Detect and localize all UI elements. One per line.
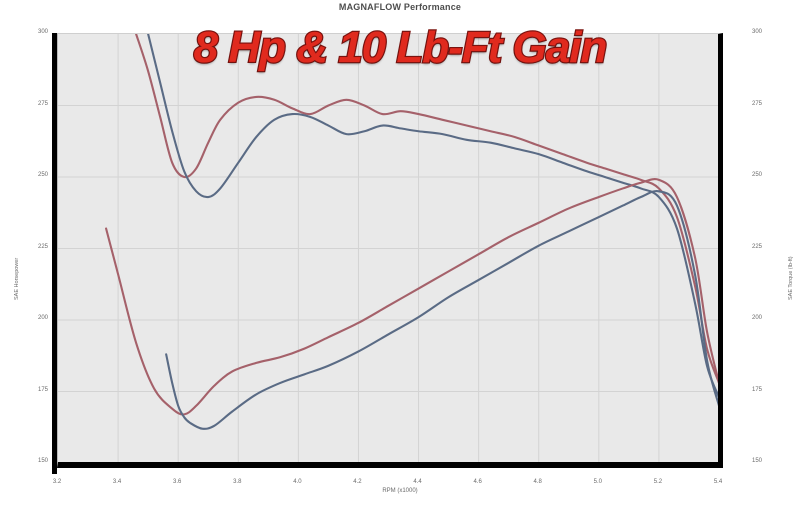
x-axis-tick-label: 4.4 — [413, 479, 422, 485]
y-axis-right-tick-label: 225 — [752, 243, 763, 250]
y-axis-left-tick-label: 150 — [37, 458, 48, 464]
y-axis-right-tick-label: 200 — [752, 315, 763, 321]
plot-svg — [58, 34, 718, 462]
y-axis-left-tick-label: 275 — [37, 100, 48, 107]
y-axis-left-tick-label: 175 — [37, 386, 48, 393]
y-axis-right-tick-label: 250 — [752, 172, 763, 178]
y-axis-right-title: SAE Torque (lb-ft) — [788, 256, 794, 300]
y-axis-right-tick-label: 150 — [752, 458, 763, 464]
x-axis-tick-label: 4.6 — [473, 479, 482, 485]
y-axis-left-tick-label: 200 — [37, 315, 48, 321]
y-axis-right-tick-label: 300 — [752, 29, 763, 35]
gridlines — [58, 34, 718, 462]
x-axis-tick-label: 3.6 — [173, 479, 182, 485]
x-axis-tick-label: 3.2 — [52, 479, 62, 485]
curve — [135, 34, 718, 384]
data-curves — [105, 34, 718, 430]
curve — [165, 189, 718, 430]
left-axis-rail — [52, 33, 57, 474]
y-axis-left-tick-label: 300 — [37, 29, 48, 35]
y-axis-left-tick-label: 250 — [37, 172, 48, 178]
y-axis-left-tick-label: 225 — [37, 243, 48, 250]
x-axis-tick-label: 5.2 — [653, 479, 663, 485]
plot-area — [57, 33, 723, 468]
y-axis-left-title: SAE Horsepower — [14, 257, 20, 300]
x-axis-tick-label: 3.8 — [233, 479, 242, 485]
x-axis-tick-label: 3.4 — [112, 479, 122, 485]
y-axis-right-tick-label: 275 — [752, 100, 763, 107]
x-axis-tick-label: 4.8 — [533, 479, 542, 485]
chart-title: MAGNAFLOW Performance — [338, 2, 462, 12]
y-axis-right-tick-label: 175 — [752, 386, 763, 393]
x-axis-tick-label: 5.0 — [593, 479, 602, 485]
x-axis-tick-label: 5.4 — [713, 479, 723, 485]
x-axis-tick-label: 4.0 — [293, 479, 302, 485]
x-axis-tick-label: 4.2 — [353, 479, 362, 485]
curve — [147, 34, 718, 398]
curve — [105, 178, 718, 416]
x-axis-title: RPM (x1000) — [382, 488, 418, 494]
